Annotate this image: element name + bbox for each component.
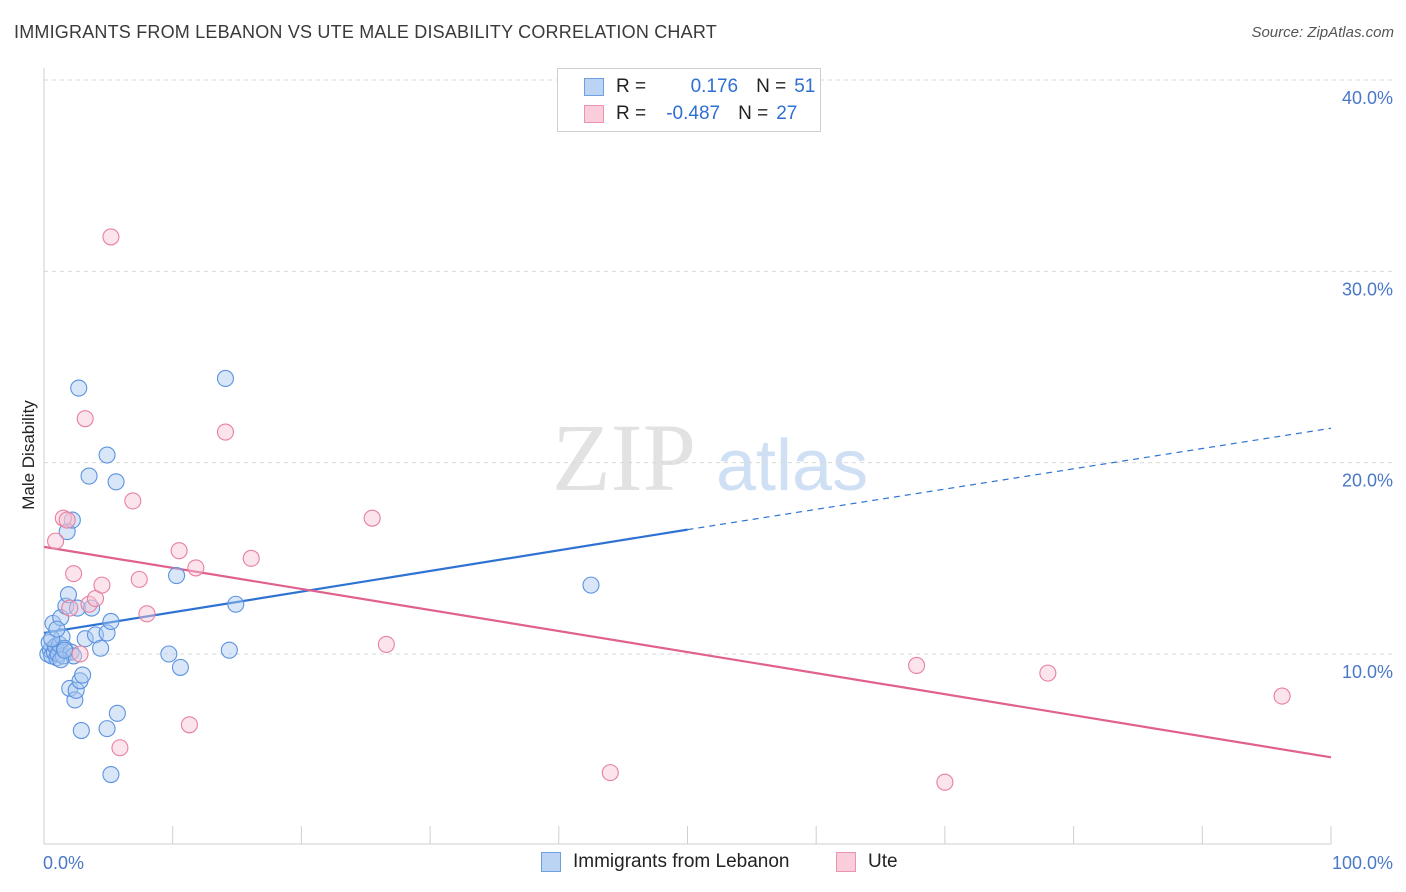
data-point-lebanon [168,567,186,585]
data-point-ute [170,542,188,560]
watermark-atlas: atlas [716,426,868,506]
x-tick-label: 100.0% [1332,853,1393,873]
data-point-lebanon [98,720,116,738]
data-point-lebanon [76,630,94,648]
data-point-ute [76,410,94,428]
data-point-lebanon [52,651,70,669]
data-point-lebanon [74,666,92,684]
data-point-ute [61,599,79,617]
watermark: ZIP atlas [552,404,868,511]
data-point-lebanon [59,586,78,604]
data-point-ute [1039,664,1057,682]
legend-r-label: R = [616,76,647,97]
data-point-lebanon [92,639,110,657]
legend-swatch-lebanon [584,78,604,96]
data-point-ute [216,423,235,441]
data-point-ute [936,773,954,791]
series-legend-lebanon[interactable]: Immigrants from Lebanon [541,851,790,873]
data-point-ute [363,509,381,527]
data-point-ute [58,511,76,529]
data-point-lebanon [582,576,600,594]
y-tick-label: 40.0% [1342,88,1393,108]
series-legend: Immigrants from Lebanon Ute [0,851,1406,877]
trend-extension-lebanon [687,427,1332,531]
series-legend-ute[interactable]: Ute [836,851,898,873]
data-point-ute [377,635,395,653]
y-tick-label: 20.0% [1342,471,1393,491]
series-swatch-lebanon [541,852,561,872]
data-point-lebanon [48,620,66,638]
data-point-lebanon [43,630,61,648]
data-point-lebanon [72,721,90,740]
data-point-ute [187,559,205,577]
data-point-lebanon [80,467,98,485]
data-point-lebanon [220,641,238,659]
correlation-legend: R = 0.176 N = 51 R = -0.487 N = 27 [557,68,821,132]
chart-title: IMMIGRANTS FROM LEBANON VS UTE MALE DISA… [14,22,717,42]
data-point-ute [124,492,142,510]
data-point-ute [601,764,619,782]
series-swatch-ute [836,852,856,872]
data-point-lebanon [56,641,74,659]
data-point-lebanon [171,658,189,676]
legend-r-label: R = [616,103,647,124]
y-tick-label: 30.0% [1342,279,1393,299]
data-point-ute [1273,687,1291,705]
x-tick-label: 0.0% [43,853,84,873]
data-point-ute [102,228,120,246]
data-point-lebanon [67,681,85,699]
data-point-ute [93,576,111,594]
source-label: Source: ZipAtlas.com [1251,24,1394,41]
legend-n-value: 51 [794,76,816,97]
legend-r-value: 0.176 [690,76,739,97]
data-point-ute [47,532,65,550]
legend-n-value: 27 [776,103,798,124]
data-point-ute [80,595,98,613]
data-point-ute [908,656,926,675]
data-point-lebanon [160,645,178,663]
data-point-lebanon [216,369,235,388]
data-point-ute [65,565,83,583]
trend-line-lebanon [43,528,688,635]
data-point-ute [130,570,148,588]
data-point-lebanon [98,446,116,464]
data-point-ute [242,549,260,567]
series-label-ute: Ute [868,851,898,872]
data-point-ute [111,739,129,757]
data-point-ute [180,716,198,734]
data-point-lebanon [107,473,125,491]
legend-n-label: N = [738,103,769,124]
legend-row-lebanon: R = 0.176 N = 51 [558,73,815,101]
series-label-lebanon: Immigrants from Lebanon [573,851,790,872]
legend-n-label: N = [756,76,787,97]
data-point-lebanon [65,647,83,665]
data-point-ute [138,605,156,623]
y-tick-label: 10.0% [1342,662,1393,682]
legend-swatch-ute [584,105,604,123]
data-point-lebanon [108,704,126,722]
data-point-lebanon [227,595,245,613]
legend-r-value: -0.487 [666,103,721,124]
data-point-lebanon [102,612,120,631]
watermark-zip: ZIP [552,404,696,511]
data-point-ute [71,645,89,663]
trend-line-ute [43,545,1332,759]
legend-row-ute: R = -0.487 N = 27 [558,100,797,128]
data-point-lebanon [70,379,88,397]
y-axis-label: Male Disability [19,400,38,510]
data-point-lebanon [102,765,120,784]
